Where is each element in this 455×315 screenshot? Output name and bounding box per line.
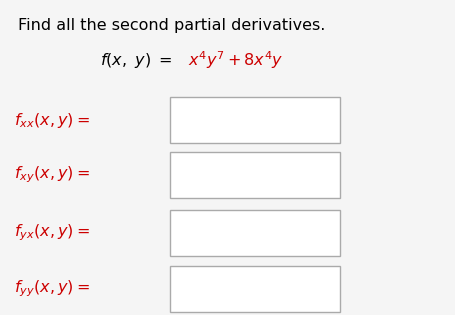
Text: $\mathit{f}_{xx}(x, y) =$: $\mathit{f}_{xx}(x, y) =$ xyxy=(14,111,90,129)
FancyBboxPatch shape xyxy=(170,266,340,312)
Text: $\mathit{f}_{yx}(x, y) =$: $\mathit{f}_{yx}(x, y) =$ xyxy=(14,223,90,243)
Text: $x^4y^7 + 8x^4y$: $x^4y^7 + 8x^4y$ xyxy=(188,49,283,71)
FancyBboxPatch shape xyxy=(170,152,340,198)
Text: $\mathit{f}_{yy}(x, y) =$: $\mathit{f}_{yy}(x, y) =$ xyxy=(14,279,90,299)
Text: $\mathit{f}_{xy}(x, y) =$: $\mathit{f}_{xy}(x, y) =$ xyxy=(14,165,90,185)
FancyBboxPatch shape xyxy=(170,97,340,143)
FancyBboxPatch shape xyxy=(170,210,340,256)
Text: Find all the second partial derivatives.: Find all the second partial derivatives. xyxy=(18,18,325,33)
Text: $\mathit{f}(x,\ y)\ =\ $: $\mathit{f}(x,\ y)\ =\ $ xyxy=(100,50,172,70)
